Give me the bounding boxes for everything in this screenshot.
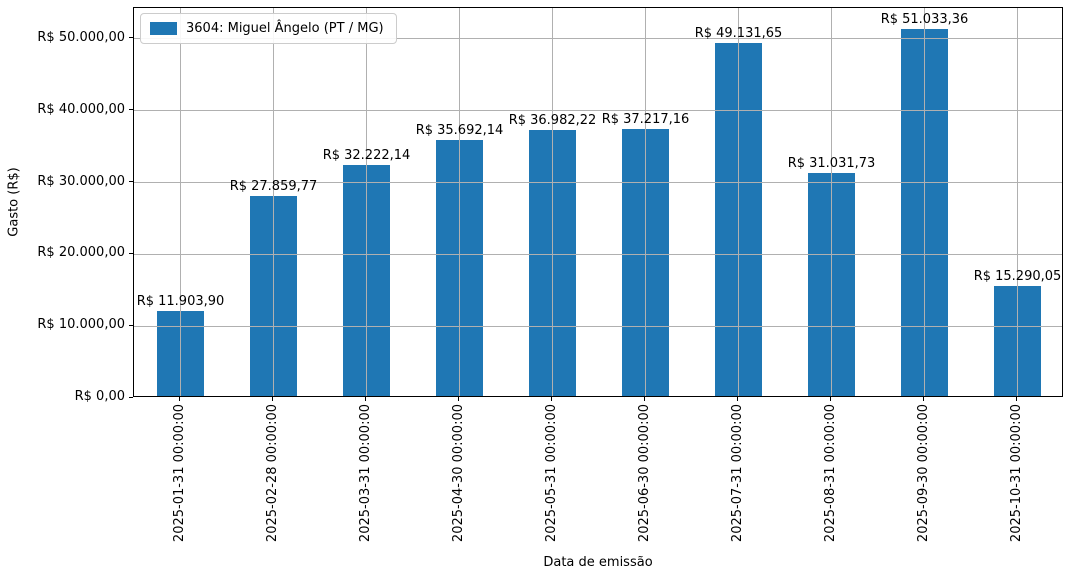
gridline-vertical bbox=[366, 8, 367, 396]
bar-value-label: R$ 35.692,14 bbox=[415, 122, 504, 138]
y-tick-label: R$ 20.000,00 bbox=[37, 245, 125, 261]
gridline-vertical bbox=[180, 8, 181, 396]
x-tick-mark bbox=[272, 397, 273, 401]
y-tick-mark bbox=[129, 324, 133, 326]
y-tick-label: R$ 50.000,00 bbox=[37, 29, 125, 45]
bar-value-label: R$ 27.859,77 bbox=[229, 178, 318, 194]
gridline-vertical bbox=[924, 8, 925, 396]
x-tick-label: 2025-04-30 00:00:00 bbox=[450, 404, 466, 543]
x-axis-title: Data de emissão bbox=[543, 555, 653, 570]
x-tick-label: 2025-06-30 00:00:00 bbox=[636, 404, 652, 543]
gridline-vertical bbox=[273, 8, 274, 396]
legend-series-label: 3604: Miguel Ângelo (PT / MG) bbox=[186, 21, 384, 36]
gridline-vertical bbox=[738, 8, 739, 396]
bar-value-label: R$ 36.982,22 bbox=[508, 113, 597, 129]
y-tick-label: R$ 10.000,00 bbox=[37, 317, 125, 333]
y-tick-mark bbox=[129, 181, 133, 183]
y-tick-label: R$ 40.000,00 bbox=[37, 101, 125, 117]
gridline-vertical bbox=[552, 8, 553, 396]
y-tick-mark bbox=[129, 252, 133, 254]
gridline-vertical bbox=[645, 8, 646, 396]
x-tick-mark bbox=[179, 397, 180, 401]
grid-layer bbox=[134, 8, 1062, 396]
x-tick-mark bbox=[551, 397, 552, 401]
gridline-vertical bbox=[459, 8, 460, 396]
x-tick-label: 2025-05-31 00:00:00 bbox=[543, 404, 559, 543]
y-tick-mark bbox=[129, 109, 133, 111]
x-tick-mark bbox=[644, 397, 645, 401]
y-tick-label: R$ 30.000,00 bbox=[37, 173, 125, 189]
x-tick-mark bbox=[830, 397, 831, 401]
y-tick-mark bbox=[129, 37, 133, 39]
x-tick-label: 2025-02-28 00:00:00 bbox=[264, 404, 280, 543]
gridline-horizontal bbox=[134, 182, 1062, 184]
legend-swatch-icon bbox=[150, 22, 177, 35]
x-tick-mark bbox=[1016, 397, 1017, 401]
gridline-horizontal bbox=[134, 253, 1062, 255]
bar-value-label: R$ 49.131,65 bbox=[694, 26, 783, 42]
x-tick-mark bbox=[365, 397, 366, 401]
legend: 3604: Miguel Ângelo (PT / MG) bbox=[140, 13, 397, 44]
x-tick-mark bbox=[923, 397, 924, 401]
x-tick-label: 2025-01-31 00:00:00 bbox=[171, 404, 187, 543]
bar-value-labels-layer: R$ 11.903,90 R$ 27.859,77 R$ 32.222,14 R$ 3… bbox=[134, 8, 1062, 396]
bar-value-label: R$ 15.290,05 bbox=[973, 269, 1062, 285]
x-tick-label: 2025-03-31 00:00:00 bbox=[357, 404, 373, 543]
plot-area: R$ 11.903,90 R$ 27.859,77 R$ 32.222,14 R$ 3… bbox=[133, 7, 1063, 397]
x-tick-mark bbox=[737, 397, 738, 401]
bar-value-label: R$ 51.033,36 bbox=[880, 12, 969, 28]
y-tick-mark bbox=[129, 396, 133, 398]
x-tick-label: 2025-09-30 00:00:00 bbox=[915, 404, 931, 543]
bar-value-label: R$ 11.903,90 bbox=[136, 293, 225, 309]
gridline-vertical bbox=[831, 8, 832, 396]
x-tick-label: 2025-08-31 00:00:00 bbox=[822, 404, 838, 543]
bar-value-label: R$ 31.031,73 bbox=[787, 156, 876, 172]
gridline-horizontal bbox=[134, 38, 1062, 40]
x-tick-label: 2025-10-31 00:00:00 bbox=[1008, 404, 1024, 543]
bar-value-label: R$ 37.217,16 bbox=[601, 111, 690, 127]
bar-value-label: R$ 32.222,14 bbox=[322, 147, 411, 163]
gridline-horizontal bbox=[134, 325, 1062, 327]
y-axis-title: Gasto (R$) bbox=[6, 167, 22, 237]
gridline-vertical bbox=[1017, 8, 1018, 396]
y-tick-label: R$ 0,00 bbox=[74, 389, 125, 404]
x-tick-label: 2025-07-31 00:00:00 bbox=[729, 404, 745, 543]
x-tick-mark bbox=[458, 397, 459, 401]
gridline-horizontal bbox=[134, 110, 1062, 112]
